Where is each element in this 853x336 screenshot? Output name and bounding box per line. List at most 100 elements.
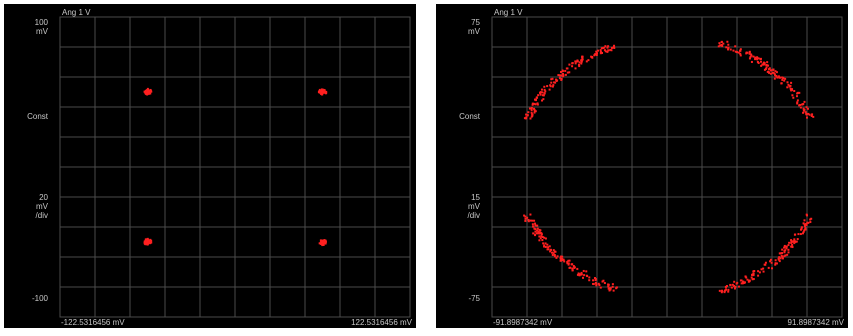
data-point-arc-3: [609, 288, 612, 291]
data-point-arc-4: [790, 245, 793, 248]
data-point-arc-1: [601, 51, 604, 54]
data-point-arc-1: [599, 52, 602, 55]
data-point-arc-3: [539, 232, 542, 235]
data-point-arc-4: [724, 289, 727, 292]
data-point-arc-4: [801, 232, 804, 235]
data-point-arc-1: [524, 117, 527, 120]
data-point-arc-3: [540, 233, 543, 236]
data-point-arc-2: [807, 112, 810, 115]
data-point-arc-1: [566, 71, 569, 74]
data-point-cluster-3: [144, 238, 147, 241]
data-point-arc-3: [602, 279, 605, 282]
data-point-arc-1: [610, 46, 613, 49]
data-point-arc-1: [533, 102, 536, 105]
data-point-arc-2: [792, 96, 795, 99]
data-point-arc-4: [803, 229, 806, 232]
data-point-arc-4: [787, 244, 790, 247]
data-point-arc-2: [780, 82, 783, 85]
data-point-arc-1: [585, 60, 588, 63]
data-point-arc-1: [566, 67, 569, 70]
data-point-arc-3: [538, 235, 541, 238]
data-point-arc-4: [744, 275, 747, 278]
data-point-arc-4: [727, 288, 730, 291]
data-point-arc-1: [550, 81, 553, 84]
data-point-cluster-3: [146, 241, 149, 244]
data-point-arc-4: [781, 255, 784, 258]
data-point-arc-3: [595, 284, 598, 287]
data-point-arc-4: [757, 274, 760, 277]
data-point-arc-4: [737, 285, 740, 288]
data-point-arc-2: [777, 75, 780, 78]
data-point-arc-3: [531, 219, 534, 222]
data-point-arc-3: [560, 258, 563, 261]
data-point-arc-2: [766, 70, 769, 73]
data-point-arc-1: [601, 47, 604, 50]
data-point-arc-1: [525, 116, 528, 119]
data-point-arc-4: [733, 280, 736, 283]
data-point-arc-2: [757, 62, 760, 65]
data-point-arc-4: [777, 258, 780, 261]
data-point-arc-1: [587, 59, 590, 62]
data-point-arc-3: [582, 269, 585, 272]
data-point-arc-4: [775, 262, 778, 265]
data-point-arc-2: [782, 77, 785, 80]
data-point-arc-2: [764, 67, 767, 70]
data-point-arc-3: [539, 229, 542, 232]
data-point-cluster-1: [143, 90, 146, 93]
data-point-arc-4: [791, 243, 794, 246]
chart-title: Ang 1 V: [494, 8, 523, 17]
data-point-arc-3: [523, 214, 526, 217]
data-point-arc-4: [741, 282, 744, 285]
data-point-arc-1: [533, 108, 536, 111]
data-point-arc-1: [568, 71, 571, 74]
data-point-arc-1: [603, 49, 606, 52]
data-point-arc-2: [799, 106, 802, 109]
data-point-arc-4: [729, 283, 732, 286]
data-point-arc-4: [803, 219, 806, 222]
data-point-arc-4: [778, 260, 781, 263]
data-point-arc-3: [578, 274, 581, 277]
data-point-arc-3: [539, 237, 542, 240]
data-point-arc-1: [541, 91, 544, 94]
data-point-arc-4: [748, 279, 751, 282]
data-point-arc-2: [769, 69, 772, 72]
data-point-arc-3: [524, 215, 527, 218]
data-point-arc-2: [748, 57, 751, 60]
data-point-arc-4: [785, 245, 788, 248]
data-point-arc-1: [599, 49, 602, 52]
data-point-arc-2: [717, 45, 720, 48]
data-point-arc-4: [774, 263, 777, 266]
data-point-arc-2: [786, 81, 789, 84]
data-point-arc-2: [761, 63, 764, 66]
data-point-arc-2: [776, 76, 779, 79]
y-scale-per-div: /div: [36, 211, 48, 220]
data-point-arc-3: [593, 277, 596, 280]
data-point-arc-4: [751, 278, 754, 281]
data-point-arc-2: [812, 115, 815, 118]
data-point-arc-3: [541, 239, 544, 242]
data-point-arc-3: [568, 259, 571, 262]
data-point-arc-2: [790, 81, 793, 84]
data-point-cluster-2: [321, 89, 324, 92]
data-point-arc-4: [781, 248, 784, 251]
data-point-arc-3: [543, 236, 546, 239]
data-point-arc-1: [537, 94, 540, 97]
data-point-arc-3: [549, 250, 552, 253]
data-point-arc-4: [760, 268, 763, 271]
data-point-arc-3: [536, 229, 539, 232]
data-point-arc-4: [733, 287, 736, 290]
data-point-arc-2: [720, 40, 723, 43]
data-point-arc-2: [791, 94, 794, 97]
y-scale-per-div: /div: [468, 211, 480, 220]
data-point-arc-2: [784, 77, 787, 80]
data-point-arc-1: [560, 74, 563, 77]
data-point-arc-2: [803, 100, 806, 103]
data-point-arc-1: [599, 50, 602, 53]
data-point-arc-4: [720, 289, 723, 292]
data-point-arc-4: [810, 217, 813, 220]
data-point-arc-3: [527, 219, 530, 222]
data-point-arc-1: [596, 52, 599, 55]
data-point-arc-4: [783, 251, 786, 254]
data-point-arc-1: [542, 98, 545, 101]
data-point-arc-4: [783, 249, 786, 252]
